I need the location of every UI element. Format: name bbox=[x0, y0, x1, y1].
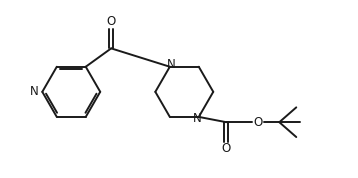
Text: N: N bbox=[193, 112, 202, 125]
Text: O: O bbox=[222, 142, 231, 155]
Text: N: N bbox=[167, 59, 176, 72]
Text: O: O bbox=[107, 15, 116, 28]
Text: N: N bbox=[30, 85, 39, 98]
Text: O: O bbox=[253, 116, 263, 129]
